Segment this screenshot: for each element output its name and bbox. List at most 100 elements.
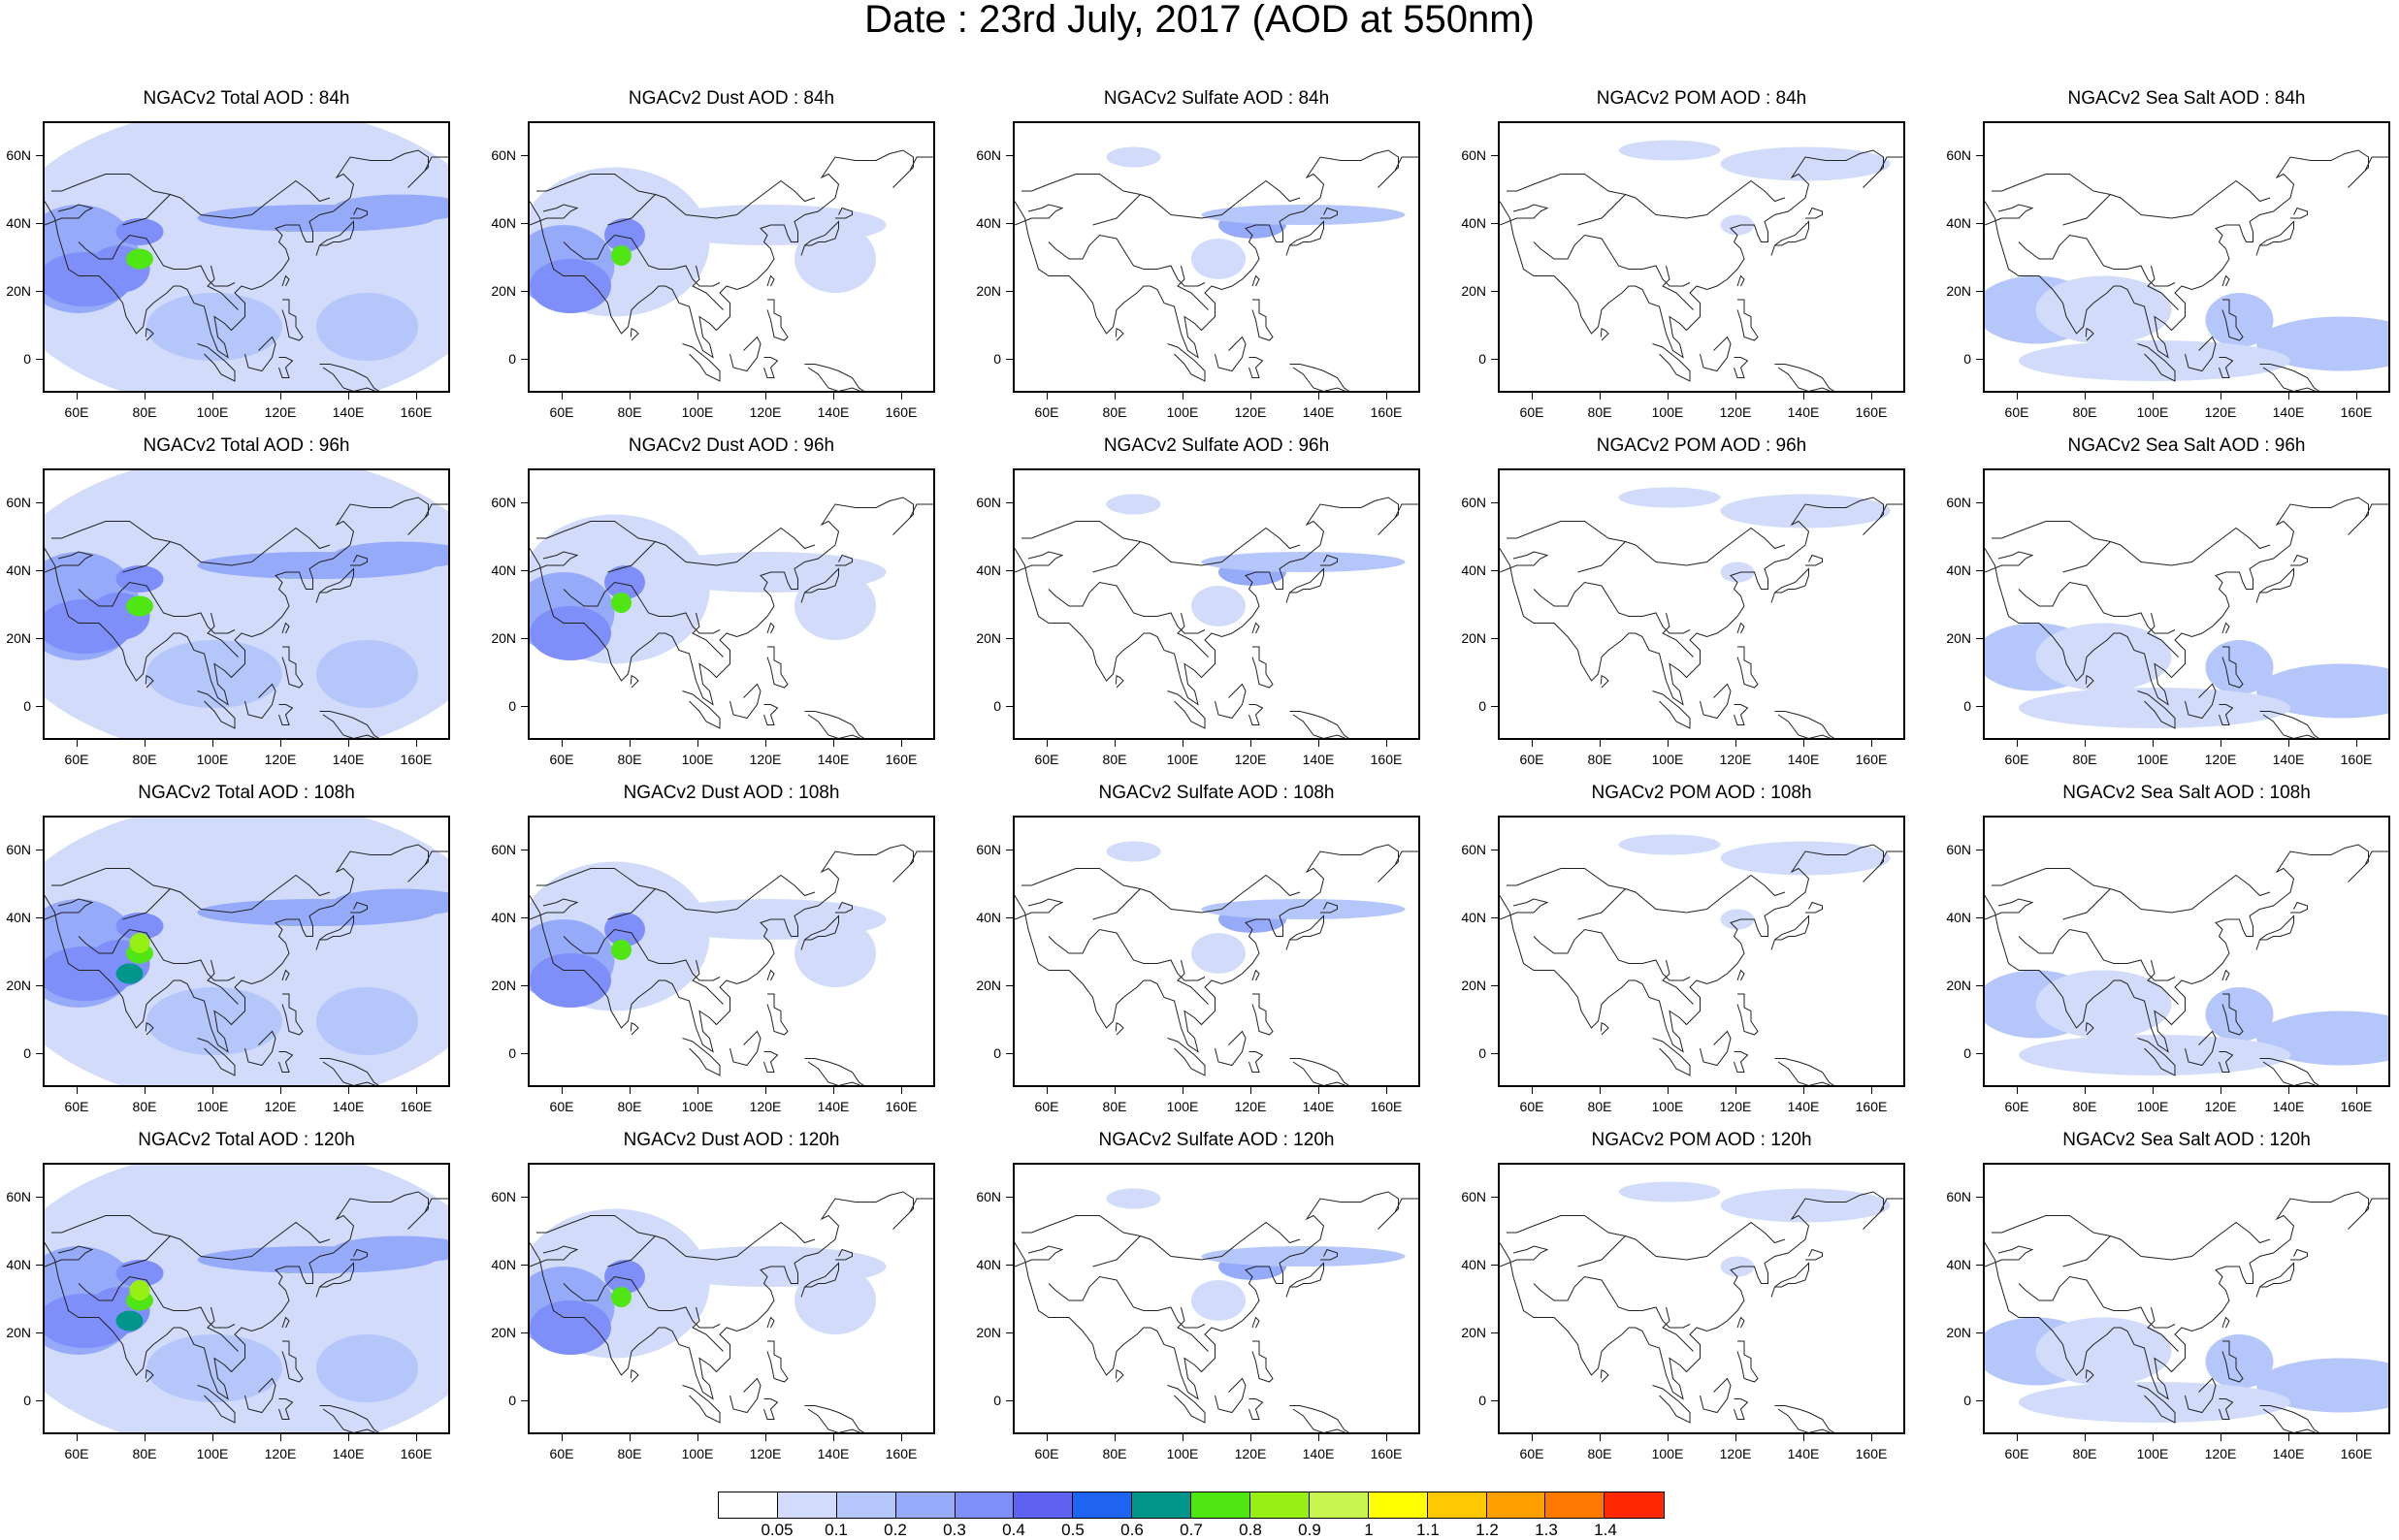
coastline — [1177, 612, 1209, 658]
coastline — [350, 554, 368, 566]
x-tick-mark — [1803, 1087, 1804, 1094]
map-field — [1500, 140, 1903, 391]
x-tick-label: 60E — [2004, 752, 2029, 767]
coastline — [1805, 1248, 1823, 1261]
coastline — [1770, 220, 1809, 256]
y-tick-mark — [1006, 638, 1013, 639]
y-tick-label: 40N — [6, 215, 31, 231]
x-tick-label: 120E — [2204, 1446, 2237, 1461]
y-tick-label: 60N — [1461, 147, 1486, 163]
y-tick-label: 0 — [23, 698, 31, 714]
coastline — [1115, 1022, 1124, 1036]
coastline — [766, 299, 789, 341]
y-tick-label: 20N — [976, 978, 1001, 993]
x-tick-mark — [416, 740, 417, 747]
coastline — [800, 1262, 839, 1298]
y-tick-label: 40N — [976, 215, 1001, 231]
x-tick-label: 80E — [132, 1099, 157, 1114]
coastline — [2147, 612, 2179, 658]
x-tick-label: 140E — [1787, 1446, 1820, 1461]
aod-shading — [1618, 140, 1721, 161]
x-tick-mark — [630, 393, 631, 400]
x-tick-mark — [145, 1087, 146, 1094]
y-tick-mark — [36, 155, 43, 156]
y-tick-label: 0 — [993, 1045, 1001, 1061]
x-tick-label: 100E — [681, 1099, 714, 1114]
coastline — [244, 683, 276, 720]
x-tick-mark — [697, 1434, 698, 1441]
coastline — [1015, 898, 1064, 920]
coastline — [197, 690, 236, 729]
y-tick-mark — [1976, 1332, 1983, 1333]
coastline — [1048, 1275, 1206, 1329]
coastline — [1652, 690, 1691, 729]
coastline — [1770, 1262, 1809, 1298]
y-tick-label: 60N — [1946, 495, 1971, 510]
colorbar-label: 0.9 — [1298, 1521, 1321, 1539]
coastline — [315, 1262, 354, 1298]
x-tick-mark — [562, 740, 563, 747]
y-tick-label: 0 — [508, 698, 516, 714]
coastline — [1577, 1221, 1786, 1267]
coastline — [2085, 328, 2094, 341]
y-tick-mark — [1976, 917, 1983, 918]
coastline — [1700, 1030, 1732, 1067]
map-panel — [1013, 1163, 1420, 1434]
x-tick-label: 120E — [264, 1099, 297, 1114]
y-tick-mark — [1976, 985, 1983, 986]
map-field — [530, 149, 933, 391]
x-tick-label: 160E — [400, 752, 433, 767]
y-tick-mark — [1491, 1197, 1498, 1198]
map-panel — [1498, 1163, 1905, 1434]
x-tick-mark — [833, 393, 834, 400]
coastline — [1021, 521, 1141, 542]
aod-shading — [333, 194, 448, 222]
coastline — [1736, 299, 1759, 341]
map-field — [45, 470, 448, 738]
coastline — [1805, 554, 1823, 566]
x-tick-label: 160E — [1855, 404, 1888, 420]
aod-shading — [1106, 1188, 1161, 1209]
y-tick-label: 60N — [1461, 842, 1486, 857]
y-tick-mark — [1976, 291, 1983, 292]
aod-shading — [2019, 1382, 2290, 1423]
coastline — [281, 993, 304, 1036]
coastline — [278, 704, 294, 725]
coastline — [1500, 1191, 1903, 1400]
coastline — [835, 901, 853, 914]
coastline — [1992, 174, 2111, 195]
y-tick-label: 20N — [1946, 283, 1971, 299]
map-field — [1985, 844, 2388, 1085]
x-tick-mark — [1318, 1434, 1319, 1441]
map-panel — [1983, 468, 2390, 740]
colorbar-swatch — [1486, 1492, 1546, 1518]
x-tick-label: 120E — [264, 752, 297, 767]
coastline — [766, 993, 789, 1036]
coastline — [692, 265, 724, 310]
x-tick-label: 120E — [749, 404, 782, 420]
y-tick-label: 20N — [1946, 1325, 1971, 1340]
coastline — [692, 959, 724, 1005]
y-tick-mark — [1006, 1265, 1013, 1266]
coastline — [763, 1398, 779, 1420]
map-panel — [1013, 121, 1420, 393]
map-field — [45, 1165, 448, 1432]
y-tick-mark — [36, 706, 43, 707]
y-tick-label: 40N — [1946, 910, 1971, 925]
x-tick-mark — [2017, 393, 2018, 400]
x-tick-label: 60E — [64, 752, 89, 767]
aod-shading — [115, 565, 164, 593]
coastline — [1600, 1369, 1609, 1383]
x-tick-label: 120E — [264, 404, 297, 420]
y-tick-mark — [1006, 985, 1013, 986]
x-tick-mark — [1668, 393, 1669, 400]
y-tick-label: 0 — [23, 1393, 31, 1408]
x-tick-label: 80E — [617, 752, 642, 767]
map-panel — [1013, 468, 1420, 740]
coastline — [197, 343, 236, 382]
x-tick-mark — [1735, 1434, 1736, 1441]
coastline — [692, 1306, 724, 1352]
y-tick-label: 0 — [1963, 698, 1971, 714]
x-tick-label: 80E — [132, 404, 157, 420]
x-tick-label: 160E — [1855, 752, 1888, 767]
